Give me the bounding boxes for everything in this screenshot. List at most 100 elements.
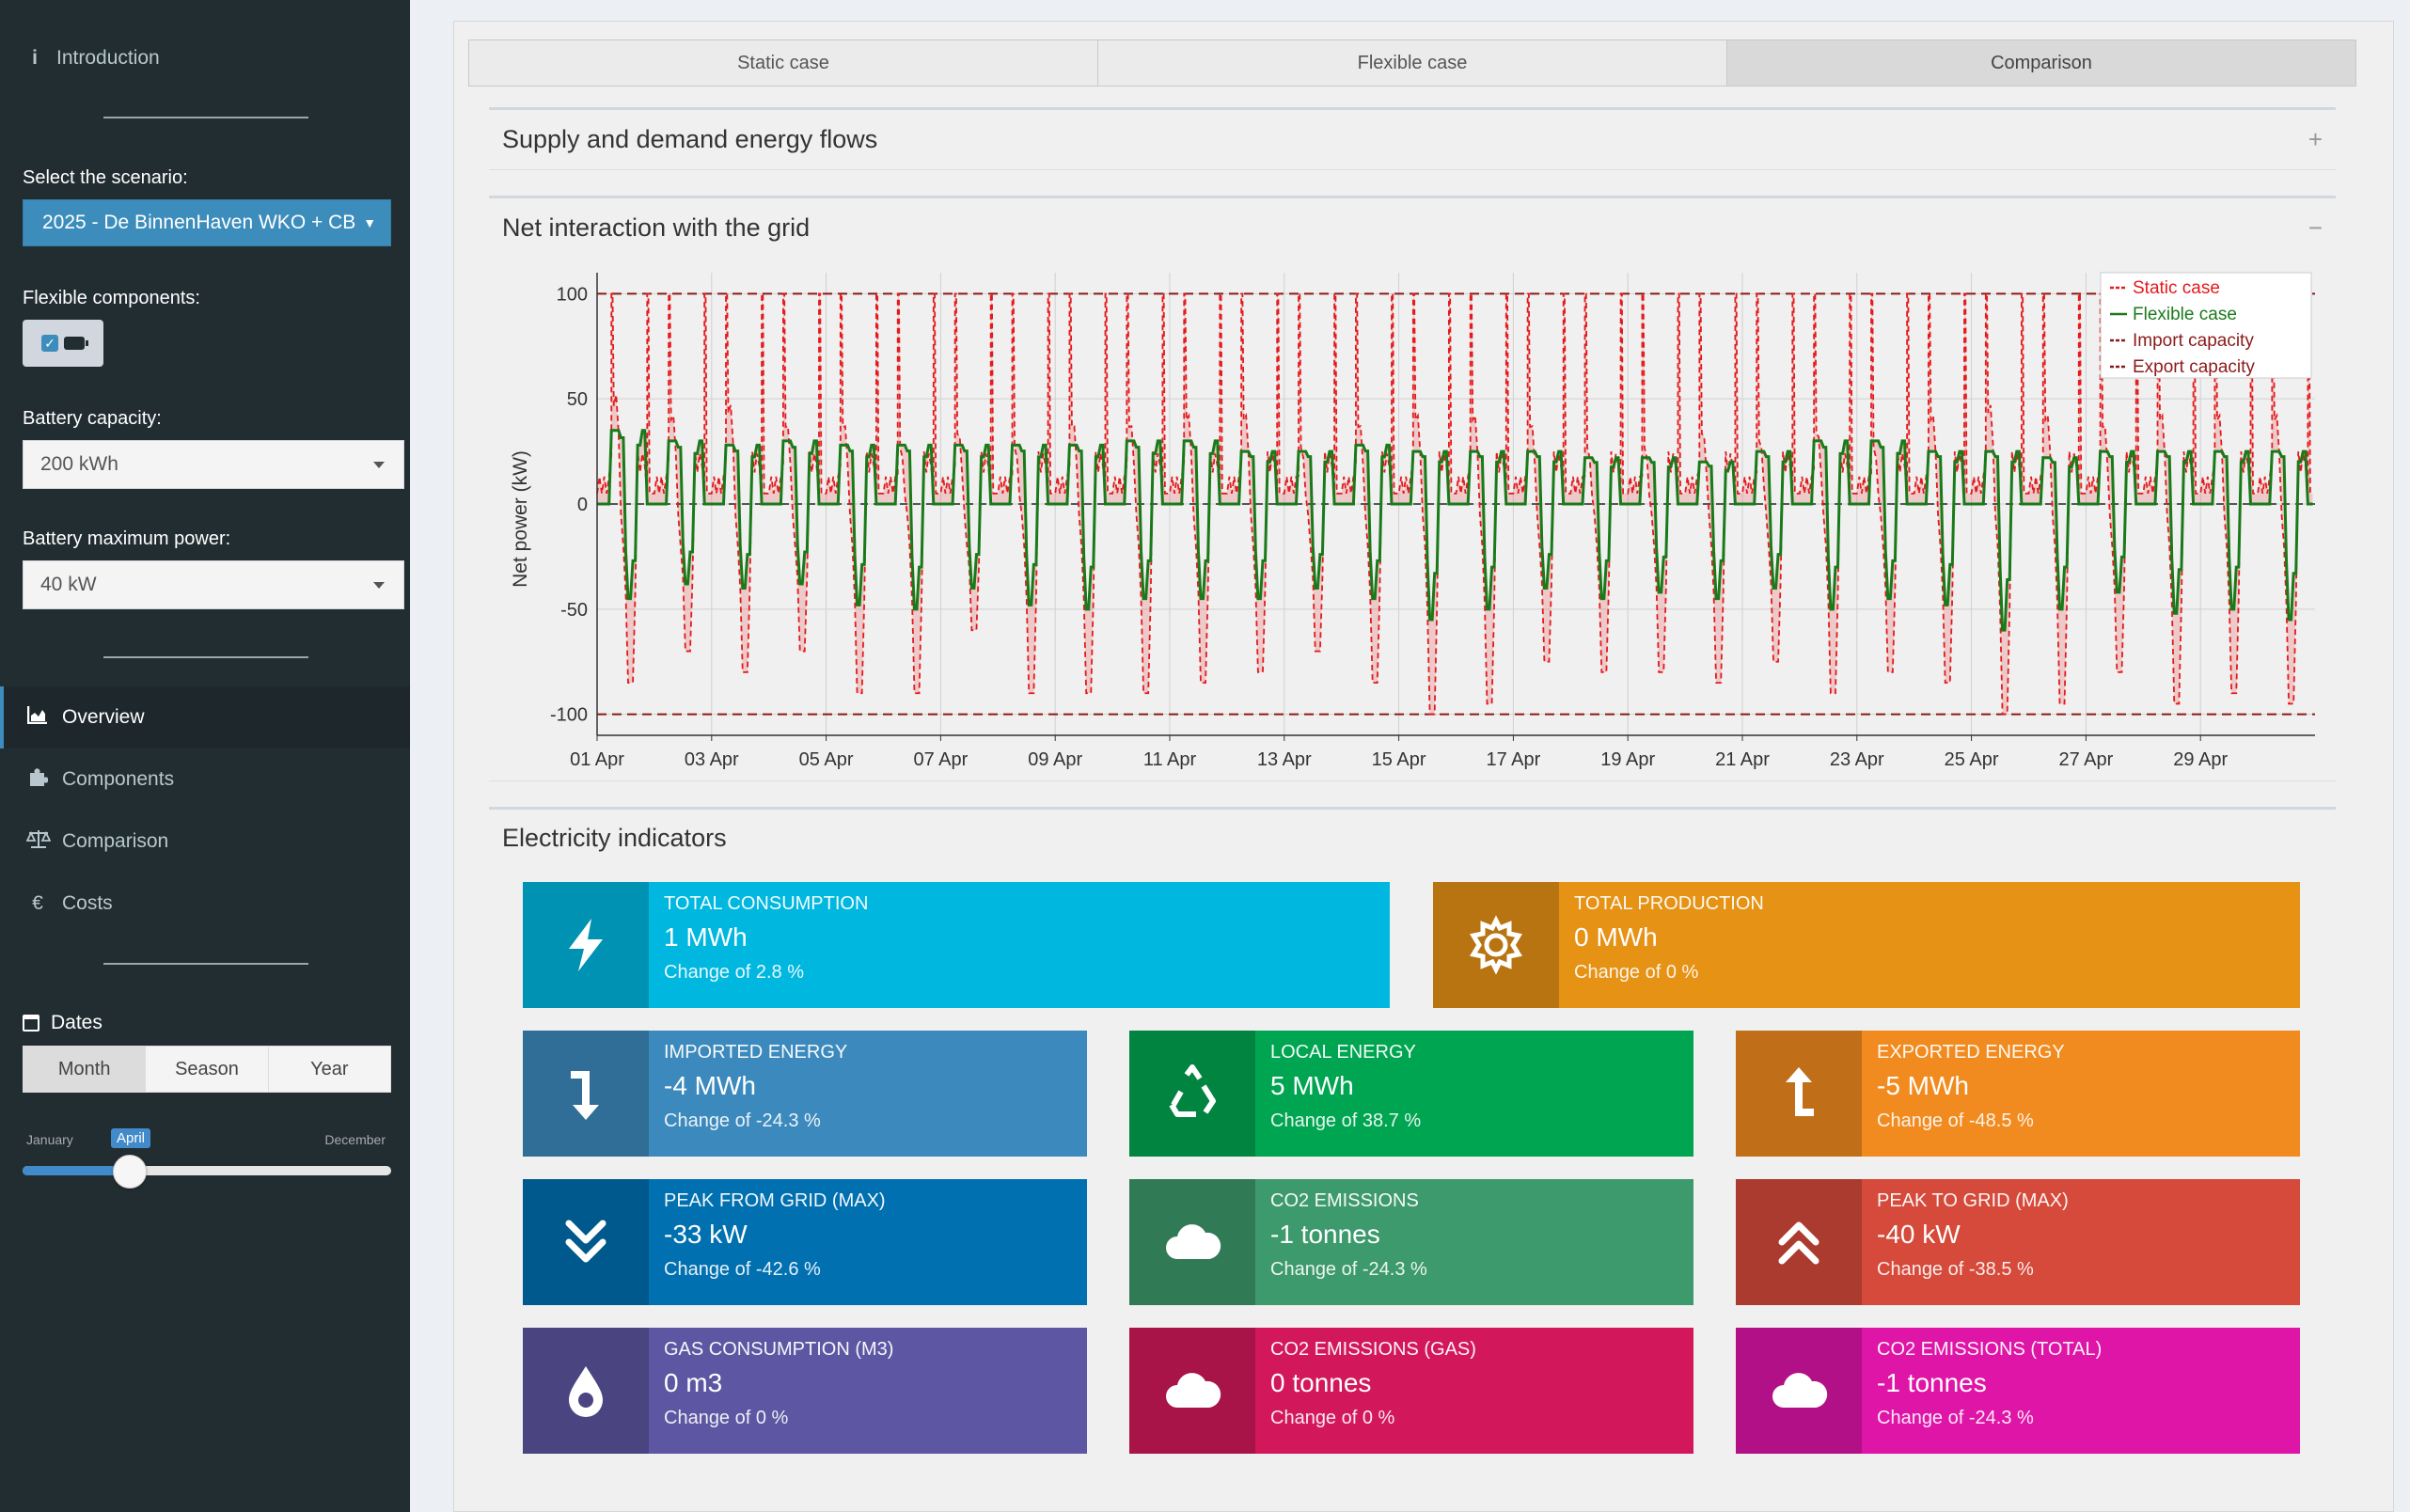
tile-change: Change of -24.3 % [1877,1408,2034,1428]
slider-min-label: January [26,1132,73,1147]
menu-item-label: Components [62,768,175,790]
sidebar-item-introduction[interactable]: i Introduction [24,47,160,70]
battery-capacity-select[interactable]: 200 kWh [23,440,404,489]
tile-value: -1 tonnes [1877,1368,1987,1397]
tile-label: CO2 emissions [1270,1190,1419,1211]
gear-icon [1433,882,1559,1008]
tile-total-production: Total production 0 MWh Change of 0 % [1433,882,2300,1008]
tile-label: CO2 emissions (gas) [1270,1339,1476,1360]
tile-change: Change of 38.7 % [1270,1110,1422,1131]
tile-label: Gas consumption (m3) [664,1339,894,1360]
balance-scale-icon [25,828,52,855]
info-icon: i [32,47,38,69]
tile-change: Change of -48.5 % [1877,1110,2034,1131]
net-grid-chart-svg: 100 50 0 -50 -100 01 Apr 03 Apr 05 Apr 07 Apr 09 … [510,272,2315,770]
tile-value: 5 MWh [1270,1071,1354,1100]
menu-item-comparison[interactable]: Comparison [0,811,410,873]
tab-comparison[interactable]: Comparison [1727,40,2355,86]
caret-down-icon [373,462,385,468]
x-tick-label: 17 Apr [1486,749,1540,770]
tile-change: Change of -42.6 % [664,1259,821,1280]
dates-option-year[interactable]: Year [310,1058,349,1079]
battery-power-value: 40 kW [40,574,97,595]
collapse-icon[interactable]: − [2308,213,2323,242]
tile-local-energy: Local energy 5 MWh Change of 38.7 % [1129,1031,1693,1157]
tile-change: Change of 2.8 % [664,962,804,983]
tile-value: 0 MWh [1574,922,1658,952]
caret-down-icon [373,582,385,589]
tile-value: -33 kW [664,1220,748,1249]
x-tick-label: 05 Apr [799,749,854,770]
dates-option-month[interactable]: Month [24,1047,147,1092]
checkbox-checked-icon: ✓ [41,335,58,352]
x-tick-label: 21 Apr [1715,749,1770,770]
tile-co2-emissions-total: CO2 emissions (total) -1 tonnes Change of … [1736,1328,2300,1454]
y-tick-label: 50 [567,389,588,410]
divider [103,656,308,658]
expand-icon[interactable]: + [2308,125,2323,153]
indicators-box-top [489,807,2336,810]
month-slider-track[interactable] [23,1166,391,1175]
legend-entry: Static case [2133,278,2220,298]
y-tick-label: -100 [550,705,588,726]
arrow-turn-down-icon [523,1031,649,1157]
tile-exported-energy: Exported energy -5 MWh Change of -48.5 % [1736,1031,2300,1157]
sidebar: i Introduction Select the scenario: 2025… [0,0,410,1512]
dates-option-season[interactable]: Season [146,1047,269,1092]
menu-item-components[interactable]: Components [0,748,410,811]
x-tick-label: 19 Apr [1600,749,1655,770]
tab-flexible-case[interactable]: Flexible case [1098,40,1727,86]
tile-label: Total production [1574,893,1764,914]
tile-co2-emissions: CO2 emissions -1 tonnes Change of -24.3 % [1129,1179,1693,1305]
arrow-turn-up-icon [1736,1031,1862,1157]
battery-capacity-value: 200 kWh [40,453,118,475]
y-tick-label: -50 [560,600,588,621]
net-grid-chart: 100 50 0 -50 -100 01 Apr 03 Apr 05 Apr 07 Apr 09 … [489,260,2336,777]
slider-value-label: April [111,1128,151,1148]
flexible-components-label: Flexible components: [23,288,200,308]
grid-interaction-title: Net interaction with the grid [502,213,811,242]
x-tick-label: 09 Apr [1028,749,1082,770]
y-tick-label: 100 [557,284,588,305]
tile-change: Change of -24.3 % [664,1110,821,1131]
supply-demand-box-header[interactable]: Supply and demand energy flows + [489,107,2336,169]
bolt-icon [523,882,649,1008]
double-chevron-up-icon [1736,1179,1862,1305]
tile-peak-to-grid-max: Peak to grid (max) -40 kW Change of -38.5 … [1736,1179,2300,1305]
x-tick-label: 11 Apr [1143,749,1197,770]
menu-item-costs[interactable]: € Costs [0,873,410,935]
battery-power-select[interactable]: 40 kW [23,560,404,609]
tile-value: -4 MWh [664,1071,756,1100]
scenario-label: Select the scenario: [23,167,188,188]
x-tick-label: 27 Apr [2058,749,2113,770]
month-slider-handle[interactable] [113,1155,147,1189]
menu-item-label: Comparison [62,830,169,852]
tile-change: Change of -24.3 % [1270,1259,1427,1280]
x-tick-label: 23 Apr [1830,749,1884,770]
y-axis-label: Net power (kW) [510,450,531,588]
sidebar-item-label: Introduction [56,47,160,69]
x-tick-label: 29 Apr [2173,749,2228,770]
double-chevron-down-icon [523,1179,649,1305]
chart-legend: Static case Flexible case Import capacity E… [2100,272,2312,379]
tile-peak-from-grid-max: Peak from grid (max) -33 kW Change of -42.… [523,1179,1087,1305]
battery-power-label: Battery maximum power: [23,528,231,549]
static-case-line [596,292,2313,716]
dates-label: Dates [23,1012,102,1034]
cloud-icon [1129,1179,1255,1305]
divider [103,117,308,118]
tile-value: -5 MWh [1877,1071,1969,1100]
scenario-value: 2025 - De BinnenHaven WKO + CB [42,212,356,233]
flexible-battery-checkbox[interactable]: ✓ [23,320,103,367]
grid-interaction-box-header[interactable]: Net interaction with the grid − [489,196,2336,258]
tile-label: Peak from grid (max) [664,1190,886,1211]
menu-item-overview[interactable]: Overview [0,686,410,748]
slider-max-label: December [324,1132,386,1147]
scenario-dropdown[interactable]: 2025 - De BinnenHaven WKO + CB ▼ [23,199,391,246]
month-slider-fill [23,1166,122,1175]
tab-static-case[interactable]: Static case [469,40,1098,86]
tile-label: Total consumption [664,893,869,914]
calendar-icon [23,1015,39,1032]
euro-icon: € [32,892,43,914]
cloud-icon [1129,1328,1255,1454]
